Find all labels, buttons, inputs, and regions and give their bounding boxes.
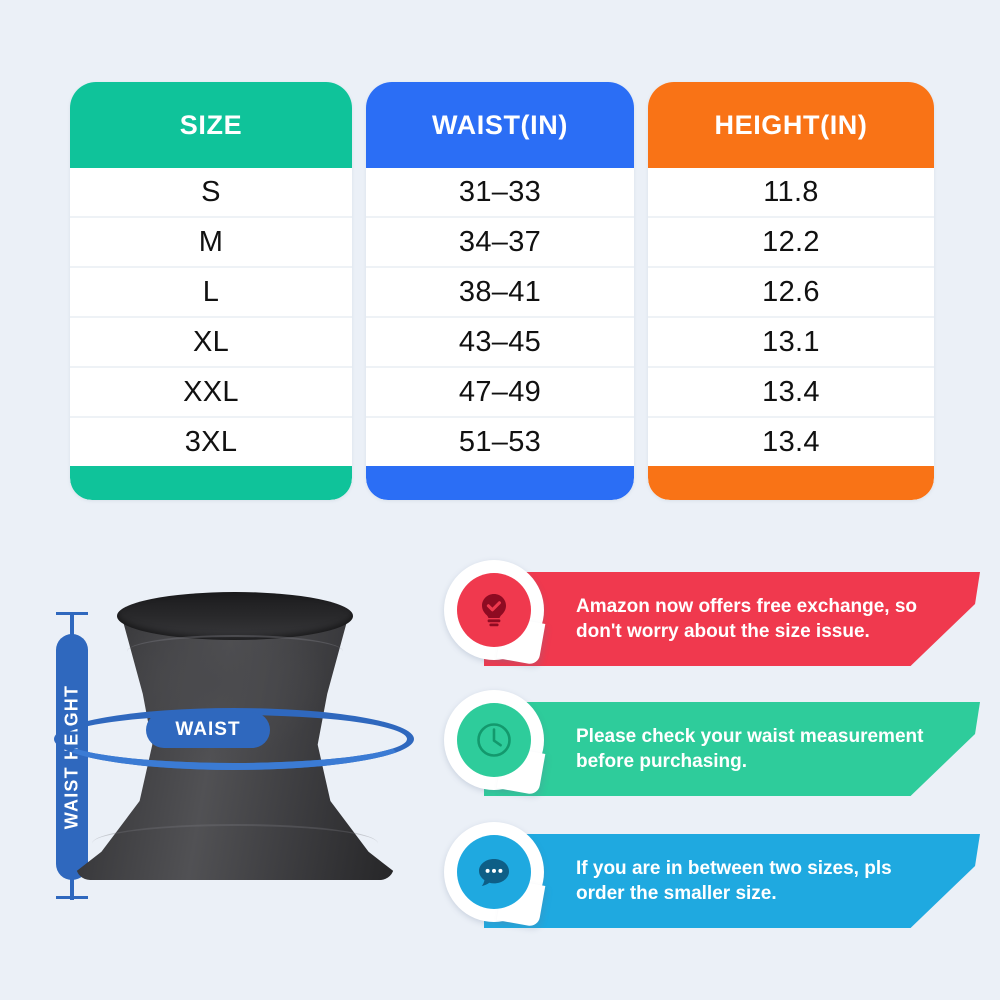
product-illustration: WAIST HEIGHT WAIST <box>18 556 428 966</box>
note-text: Please check your waist measurement befo… <box>576 725 924 772</box>
clock-icon <box>457 703 531 777</box>
waist-label-badge: WAIST <box>146 712 270 748</box>
table-cell-size: XL <box>70 318 352 368</box>
column-body-size: S M L XL XXL 3XL <box>70 168 352 466</box>
column-body-waist: 31–33 34–37 38–41 43–45 47–49 51–53 <box>366 168 634 466</box>
note-item: If you are in between two sizes, pls ord… <box>440 822 980 940</box>
chat-bubble-icon <box>457 835 531 909</box>
table-cell-height: 13.1 <box>648 318 934 368</box>
column-header-height: HEIGHT(IN) <box>648 82 934 168</box>
table-column-waist: WAIST(IN) 31–33 34–37 38–41 43–45 47–49 … <box>366 82 634 500</box>
note-badge <box>444 690 548 806</box>
table-cell-height: 12.2 <box>648 218 934 268</box>
note-item: Amazon now offers free exchange, so don'… <box>440 560 980 678</box>
column-footer-size <box>70 466 352 500</box>
table-cell-waist: 43–45 <box>366 318 634 368</box>
gauge-stem-top <box>70 612 74 636</box>
table-cell-waist: 51–53 <box>366 418 634 466</box>
table-cell-size: 3XL <box>70 418 352 466</box>
waist-height-label-pill: WAIST HEIGHT <box>56 634 88 880</box>
table-column-height: HEIGHT(IN) 11.8 12.2 12.6 13.1 13.4 13.4 <box>648 82 934 500</box>
table-cell-height: 13.4 <box>648 418 934 466</box>
table-cell-size: XXL <box>70 368 352 418</box>
table-column-size: SIZE S M L XL XXL 3XL <box>70 82 352 500</box>
table-cell-height: 13.4 <box>648 368 934 418</box>
note-ribbon: If you are in between two sizes, pls ord… <box>484 834 980 928</box>
table-cell-waist: 47–49 <box>366 368 634 418</box>
note-text: If you are in between two sizes, pls ord… <box>576 857 892 904</box>
gauge-tick-bottom <box>56 896 88 899</box>
table-cell-size: M <box>70 218 352 268</box>
size-chart-table: SIZE S M L XL XXL 3XL WAIST(IN) 31–33 34… <box>70 82 934 500</box>
note-badge <box>444 822 548 938</box>
belt-seam-lower <box>91 823 379 863</box>
gauge-stem-bottom <box>70 876 74 900</box>
note-ribbon: Amazon now offers free exchange, so don'… <box>484 572 980 666</box>
waist-height-gauge: WAIST HEIGHT <box>48 606 94 906</box>
notes-list: Amazon now offers free exchange, so don'… <box>440 560 980 970</box>
note-item: Please check your waist measurement befo… <box>440 690 980 808</box>
table-cell-waist: 31–33 <box>366 168 634 218</box>
column-footer-waist <box>366 466 634 500</box>
note-text: Amazon now offers free exchange, so don'… <box>576 595 918 642</box>
waist-measurement-ring-front <box>54 708 414 770</box>
table-cell-size: L <box>70 268 352 318</box>
column-header-size: SIZE <box>70 82 352 168</box>
waist-label: WAIST <box>175 719 241 740</box>
column-body-height: 11.8 12.2 12.6 13.1 13.4 13.4 <box>648 168 934 466</box>
belt-seam-upper <box>126 634 344 669</box>
table-cell-height: 11.8 <box>648 168 934 218</box>
note-badge <box>444 560 548 676</box>
note-ribbon: Please check your waist measurement befo… <box>484 702 980 796</box>
table-cell-size: S <box>70 168 352 218</box>
table-cell-waist: 38–41 <box>366 268 634 318</box>
belt-top-opening <box>117 592 353 641</box>
column-header-waist: WAIST(IN) <box>366 82 634 168</box>
table-cell-height: 12.6 <box>648 268 934 318</box>
lightbulb-check-icon <box>457 573 531 647</box>
column-footer-height <box>648 466 934 500</box>
table-cell-waist: 34–37 <box>366 218 634 268</box>
